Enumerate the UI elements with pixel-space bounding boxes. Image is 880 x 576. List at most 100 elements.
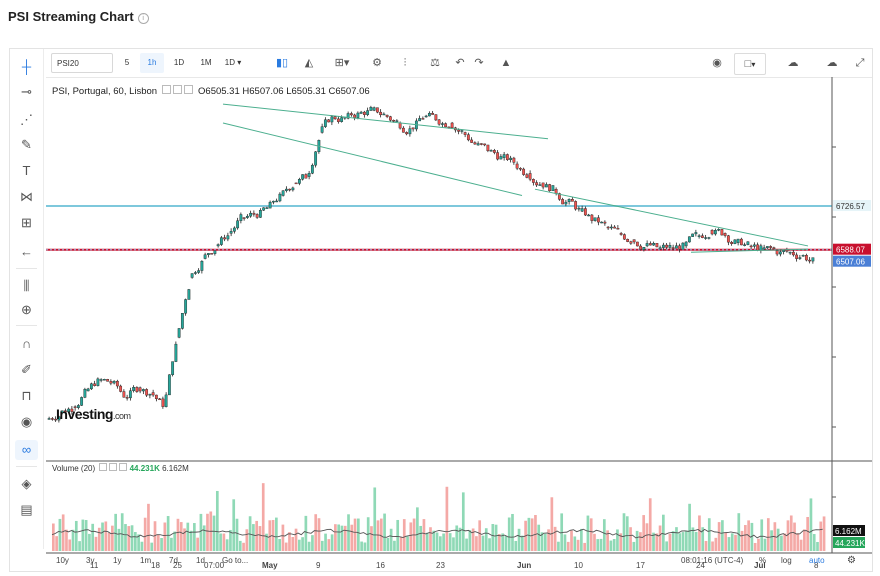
area-chart-icon[interactable]: ◭ [304,57,314,69]
camera-icon[interactable]: ◉ [712,57,722,69]
range-1d[interactable]: 1d [196,556,205,565]
volume-last-label: 44.231K [835,539,865,548]
info-icon[interactable]: i [137,13,149,24]
measure-icon[interactable]: ⫼ [23,278,30,293]
candle-body [434,114,438,121]
drawing-sidebar: ┼ ⊸ ⋰ ✎ T ⋈ ⊞ ← ⫼ ⊕ ∩ ✐ ⊓ ◉ ∞ ◈ ▤ [10,49,44,549]
volume-bar [698,515,701,551]
volume-settings-icon[interactable] [99,463,108,471]
candle-body [154,394,158,400]
trash-icon[interactable]: ▤ [20,502,33,517]
range-1m[interactable]: 1m [140,556,152,565]
symbol-input[interactable]: PSI20 [51,53,113,73]
interval-1d[interactable]: 1D [173,58,185,67]
candle-body [476,143,480,146]
volume-bar [793,522,796,551]
legend-hide-icon[interactable] [172,85,182,94]
interval-5[interactable]: 5 [124,58,130,67]
volume-bar [711,541,714,551]
range-7d[interactable]: 7d [169,556,178,565]
prediction-icon[interactable]: ⊞ [21,215,32,230]
pattern-icon[interactable]: ⋈ [20,189,33,204]
range-10y[interactable]: 10y [56,556,69,565]
volume-bar [583,542,586,551]
volume-bar [691,527,695,551]
candle-body [96,378,100,386]
candle-body [203,254,207,259]
legend-close-icon[interactable] [183,85,193,94]
text-tool-icon[interactable]: T [22,163,31,178]
trend-line-icon[interactable]: ⊸ [21,84,32,99]
candle-body [362,111,366,115]
layers-icon[interactable]: ◈ [21,476,32,491]
volume-bar [58,518,62,551]
candle-body [756,244,760,251]
chart-widget: PSI20 5 1h 1D 1M 1D ▾ ▮▯ ◭ ⊞▾ ⚙ ⫶ ⚖ ↶ ↷ … [9,48,873,572]
volume-bar [822,516,826,551]
volume-bar [586,515,590,551]
volume-bar [219,533,222,551]
cloud-upload-icon[interactable]: ☁ [826,57,838,69]
layout-dropdown[interactable]: □▾ [734,53,766,75]
volume-bar [534,515,537,551]
cloud-download-icon[interactable]: ☁ [787,57,799,69]
candle-body [460,130,464,132]
link-icon[interactable]: ∞ [15,440,38,460]
candle-body [733,239,737,244]
volume-bar [245,529,249,551]
auto-toggle[interactable]: auto [809,556,825,565]
fullscreen-icon[interactable]: ⤢ [855,57,865,69]
fib-tool-icon[interactable]: ⋰ [20,112,33,127]
range-3y[interactable]: 3y [86,556,95,565]
volume-close-icon[interactable] [119,463,128,471]
percent-toggle[interactable]: % [759,556,767,565]
chart-plot-area[interactable]: 6726.57 6588.07 6507.06 6.162M 44.231K 11 18 25… [46,77,872,571]
undo-icon[interactable]: ↶ [455,57,465,69]
candle-body [700,235,704,238]
candle-body [141,389,145,392]
eye-icon[interactable]: ◉ [20,414,33,429]
compare-icon[interactable]: ⊞▾ [334,57,350,69]
arrow-left-icon[interactable]: ← [20,244,33,259]
candle-body [249,212,253,217]
volume-bar [507,517,511,551]
interval-dropdown[interactable]: 1D ▾ [221,53,245,73]
candle-body [106,379,110,382]
lock-icon[interactable]: ⊓ [21,388,32,403]
range-1y[interactable]: 1y [113,556,122,565]
volume-title: Volume (20) [52,464,96,473]
volume-bar [176,518,180,551]
interval-1m[interactable]: 1M [200,58,212,67]
interval-1h[interactable]: 1h [140,53,164,73]
candle-body [782,250,786,252]
volume-hide-icon[interactable] [109,463,118,471]
volume-bar [275,517,278,551]
candle-body [674,245,678,249]
scale-icon[interactable]: ⚖ [430,57,440,69]
candle-body [86,388,90,392]
magnet-icon[interactable]: ∩ [21,336,32,351]
brush-icon[interactable]: ✎ [21,137,32,152]
indicators-icon[interactable]: ⫶ [403,57,407,69]
candle-body [239,214,243,221]
goto-button[interactable]: Go to... [222,556,249,565]
volume-bar [347,514,350,551]
redo-icon[interactable]: ↷ [474,57,484,69]
volume-bar [150,542,154,551]
candle-body [76,405,80,408]
candles-icon[interactable]: ▮▯ [275,57,289,69]
crosshair-icon[interactable]: ┼ [21,59,32,74]
alert-icon[interactable]: ▲ [500,57,512,69]
candle-body [245,215,249,218]
log-toggle[interactable]: log [781,556,792,565]
gear-icon[interactable]: ⚙ [847,555,856,566]
candle-body [531,179,535,183]
gear-icon[interactable]: ⚙ [372,57,382,69]
volume-bar [753,542,757,551]
volume-bar [517,528,521,551]
legend-settings-icon[interactable] [161,85,171,94]
zoom-in-icon[interactable]: ⊕ [21,302,32,317]
volume-bar [776,528,780,551]
volume-bar [284,542,288,551]
ruler-pencil-icon[interactable]: ✐ [21,362,32,377]
